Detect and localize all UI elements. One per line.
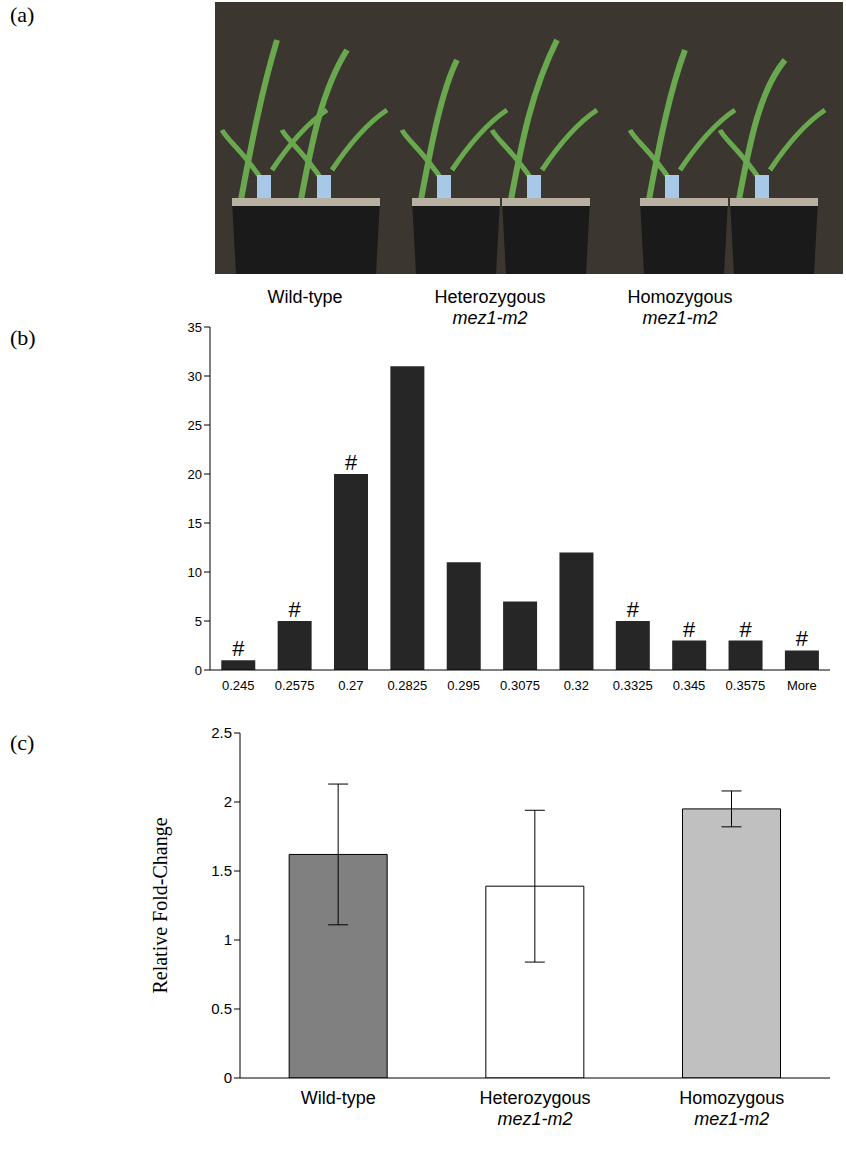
svg-text:0.5: 0.5 [211, 1000, 232, 1017]
html-text:(b): (b) [10, 325, 36, 350]
svg-text:0: 0 [224, 1069, 232, 1086]
svg-text:25: 25 [188, 418, 202, 433]
svg-text:Heterozygousmez1-m2: Heterozygousmez1-m2 [479, 1088, 590, 1129]
svg-text:1: 1 [224, 931, 232, 948]
svg-text:Wild-type: Wild-type [301, 1088, 376, 1108]
svg-text:5: 5 [195, 614, 202, 629]
svg-text:Homozygousmez1-m2: Homozygousmez1-m2 [627, 287, 732, 328]
svg-text:0.245: 0.245 [222, 678, 255, 693]
html-text:(c): (c) [10, 730, 35, 755]
svg-text:0.3575: 0.3575 [726, 678, 766, 693]
svg-text:35: 35 [188, 320, 202, 335]
svg-text:(a): (a) [10, 2, 34, 27]
svg-text:10: 10 [188, 565, 202, 580]
svg-text:#: # [289, 597, 302, 622]
svg-text:#: # [627, 597, 640, 622]
svg-text:0.32: 0.32 [564, 678, 589, 693]
svg-text:Wild-type: Wild-type [267, 287, 342, 307]
svg-text:0.295: 0.295 [447, 678, 480, 693]
svg-text:30: 30 [188, 369, 202, 384]
svg-text:Relative Fold-Change: Relative Fold-Change [150, 817, 172, 993]
svg-text:0.3075: 0.3075 [500, 678, 540, 693]
svg-text:0.2825: 0.2825 [387, 678, 427, 693]
svg-text:0.345: 0.345 [673, 678, 706, 693]
svg-text:15: 15 [188, 516, 202, 531]
svg-text:#: # [683, 617, 696, 642]
svg-text:#: # [345, 450, 358, 475]
svg-text:#: # [232, 636, 245, 661]
svg-text:#: # [739, 617, 752, 642]
svg-text:2: 2 [224, 793, 232, 810]
svg-text:More: More [787, 678, 817, 693]
svg-text:#: # [796, 626, 809, 651]
svg-text:0.3325: 0.3325 [613, 678, 653, 693]
svg-text:0: 0 [195, 663, 202, 678]
svg-text:2.5: 2.5 [211, 724, 232, 741]
svg-text:1.5: 1.5 [211, 862, 232, 879]
svg-text:Heterozygousmez1-m2: Heterozygousmez1-m2 [434, 287, 545, 328]
svg-text:0.2575: 0.2575 [275, 678, 315, 693]
svg-text:Homozygousmez1-m2: Homozygousmez1-m2 [679, 1088, 784, 1129]
svg-text:20: 20 [188, 467, 202, 482]
svg-text:0.27: 0.27 [338, 678, 363, 693]
